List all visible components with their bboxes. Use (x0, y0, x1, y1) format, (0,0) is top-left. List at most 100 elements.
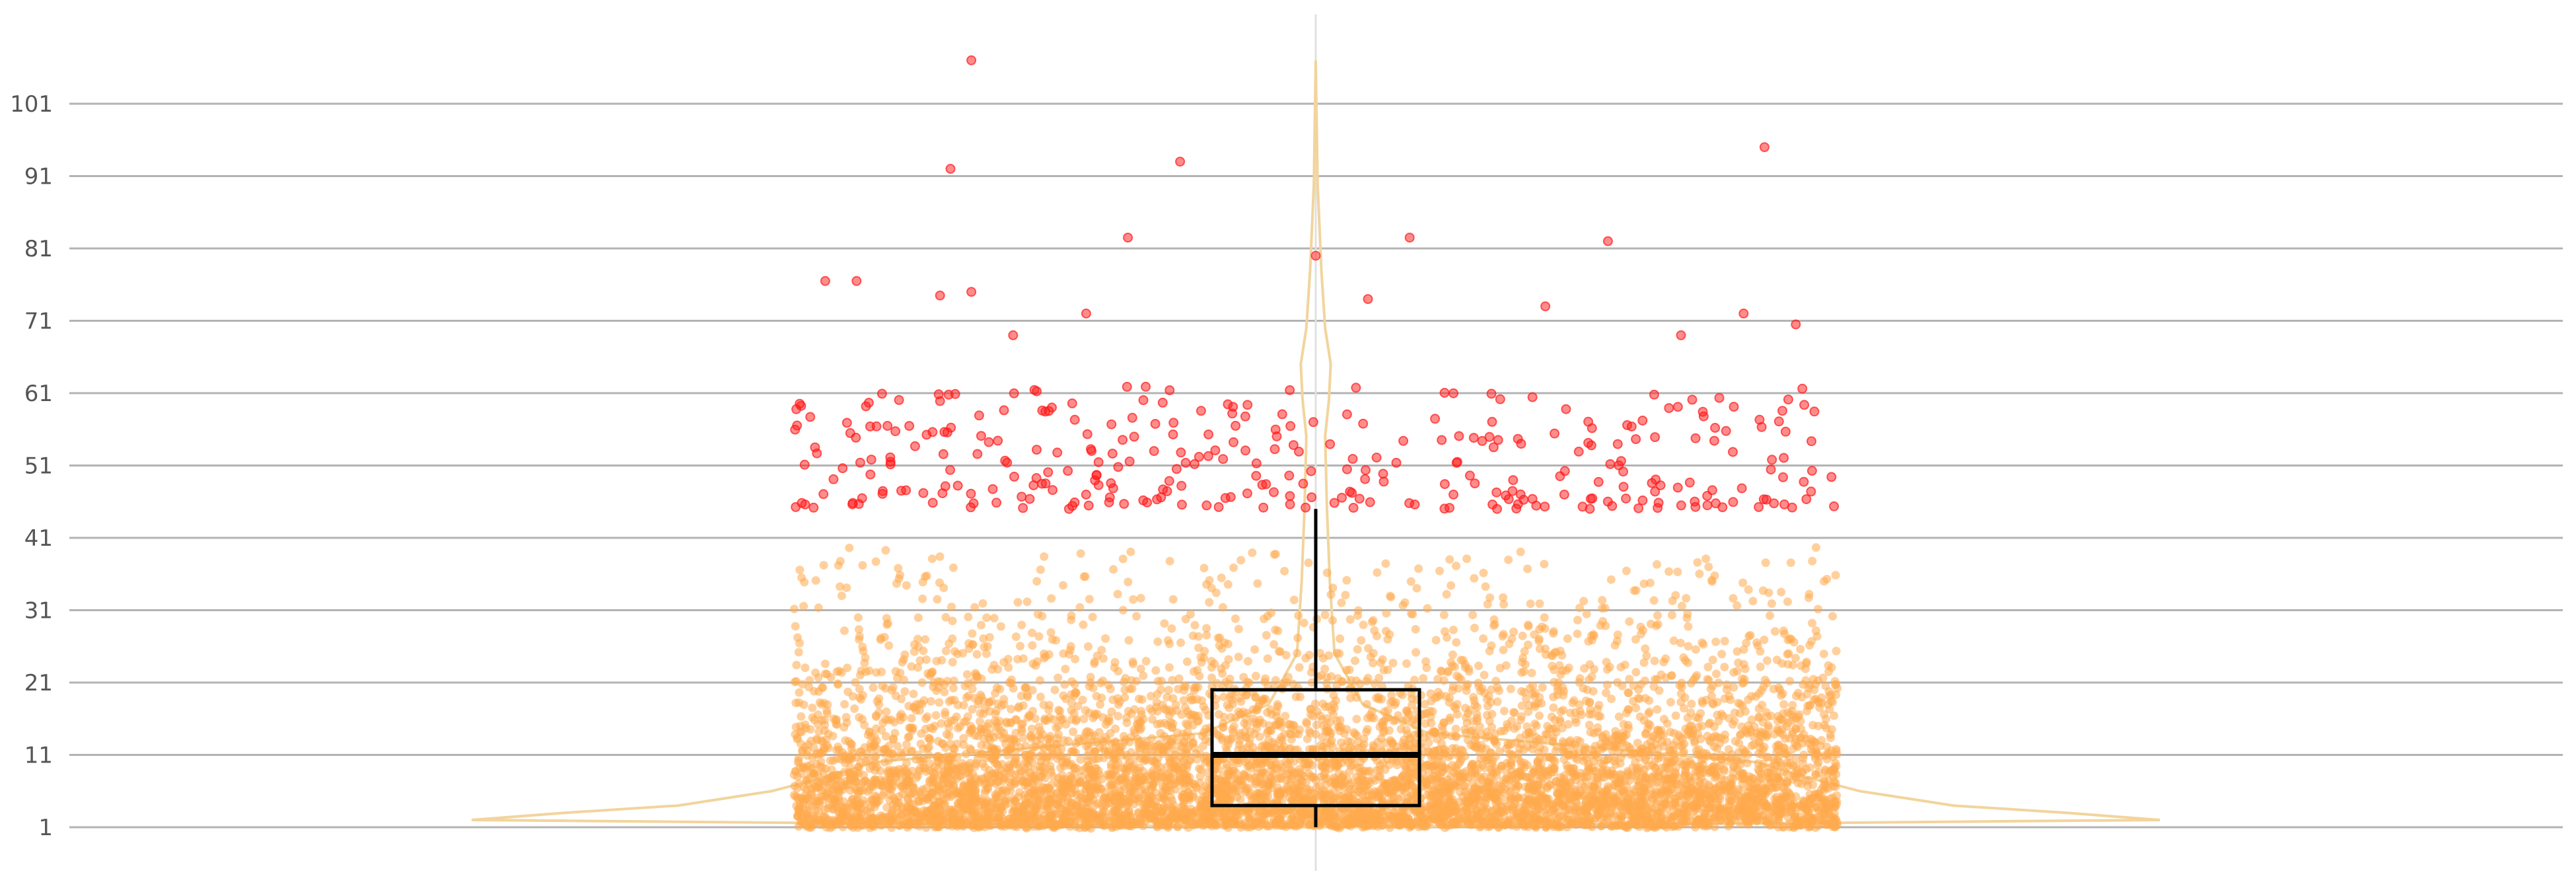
data-point (1182, 657, 1192, 666)
data-point (974, 731, 982, 741)
data-point (1306, 704, 1315, 714)
data-point (1808, 618, 1816, 628)
data-point (1760, 675, 1770, 685)
data-point (1641, 644, 1650, 653)
data-point (1362, 677, 1371, 686)
data-point (1671, 711, 1680, 720)
data-point (1478, 761, 1487, 770)
data-point (1733, 647, 1742, 656)
data-point (1388, 658, 1398, 667)
data-point (1622, 566, 1631, 576)
data-point (1016, 642, 1025, 651)
data-point (1549, 733, 1557, 742)
data-point (1695, 570, 1704, 578)
data-point (840, 700, 849, 709)
data-point (1618, 681, 1627, 690)
data-point (803, 780, 812, 788)
data-point (923, 669, 933, 678)
data-point (1445, 555, 1454, 564)
data-point (1796, 645, 1805, 653)
data-point (992, 718, 1001, 727)
data-point (921, 635, 930, 644)
data-point (1582, 609, 1591, 618)
data-point (1382, 609, 1391, 618)
data-point (1452, 700, 1462, 709)
data-point (1474, 661, 1483, 671)
data-point (1028, 706, 1038, 716)
data-point (1369, 659, 1378, 667)
data-point (854, 625, 863, 634)
data-point (1285, 720, 1295, 729)
data-point (882, 707, 891, 716)
data-point (1136, 593, 1145, 603)
data-point (1499, 706, 1509, 716)
data-point (1549, 703, 1558, 712)
data-point (913, 613, 923, 622)
data-point (1160, 619, 1169, 628)
data-point (1691, 645, 1700, 654)
data-point (1614, 712, 1624, 722)
data-point (1303, 719, 1311, 728)
data-point (1563, 634, 1572, 643)
data-point (1406, 577, 1415, 586)
data-point (872, 712, 881, 722)
data-point (795, 763, 805, 772)
data-point (1122, 718, 1131, 727)
data-point (1013, 655, 1022, 664)
data-point (1132, 677, 1141, 686)
data-point (1205, 598, 1214, 607)
data-point (811, 576, 820, 585)
data-point (1407, 609, 1416, 618)
data-point (1067, 690, 1076, 699)
data-point (1460, 751, 1470, 761)
data-point (1538, 683, 1547, 692)
data-point (1085, 595, 1094, 604)
data-point (1655, 686, 1664, 695)
data-point (1731, 737, 1740, 746)
data-point (1225, 674, 1234, 683)
data-point (861, 653, 870, 662)
data-point (836, 582, 845, 591)
data-point (1612, 636, 1622, 646)
data-point (1462, 686, 1471, 695)
data-point (1602, 681, 1612, 689)
data-point (1543, 722, 1552, 731)
data-point (1121, 674, 1130, 683)
data-point (1724, 821, 1733, 831)
data-point (939, 795, 948, 804)
data-point (1412, 583, 1421, 593)
data-point (1423, 604, 1432, 613)
data-point (819, 561, 828, 570)
data-point (1270, 550, 1279, 559)
data-point (1452, 638, 1461, 647)
data-point (1320, 611, 1330, 620)
data-point (1337, 598, 1346, 607)
data-point (1280, 729, 1289, 739)
data-point (1641, 694, 1650, 703)
data-point (1271, 676, 1280, 685)
data-point (1362, 700, 1371, 709)
data-point (1701, 554, 1711, 564)
data-point (970, 603, 980, 612)
data-point (1754, 749, 1763, 759)
data-point (1666, 698, 1675, 707)
data-point (1262, 630, 1271, 640)
data-point (1236, 556, 1246, 565)
data-point (1442, 590, 1451, 599)
data-point (1481, 582, 1490, 591)
data-point (1585, 720, 1594, 729)
data-point (1720, 663, 1729, 671)
data-point (1207, 657, 1216, 666)
data-point (1273, 626, 1283, 636)
data-point (1126, 547, 1135, 556)
data-point (1363, 725, 1372, 734)
data-point (1635, 712, 1645, 722)
data-point (801, 663, 810, 673)
data-point (1174, 674, 1184, 683)
data-point (1378, 655, 1387, 664)
data-point (1788, 729, 1797, 739)
data-point (1076, 755, 1085, 764)
data-point (1666, 727, 1675, 737)
data-point (1514, 793, 1523, 802)
